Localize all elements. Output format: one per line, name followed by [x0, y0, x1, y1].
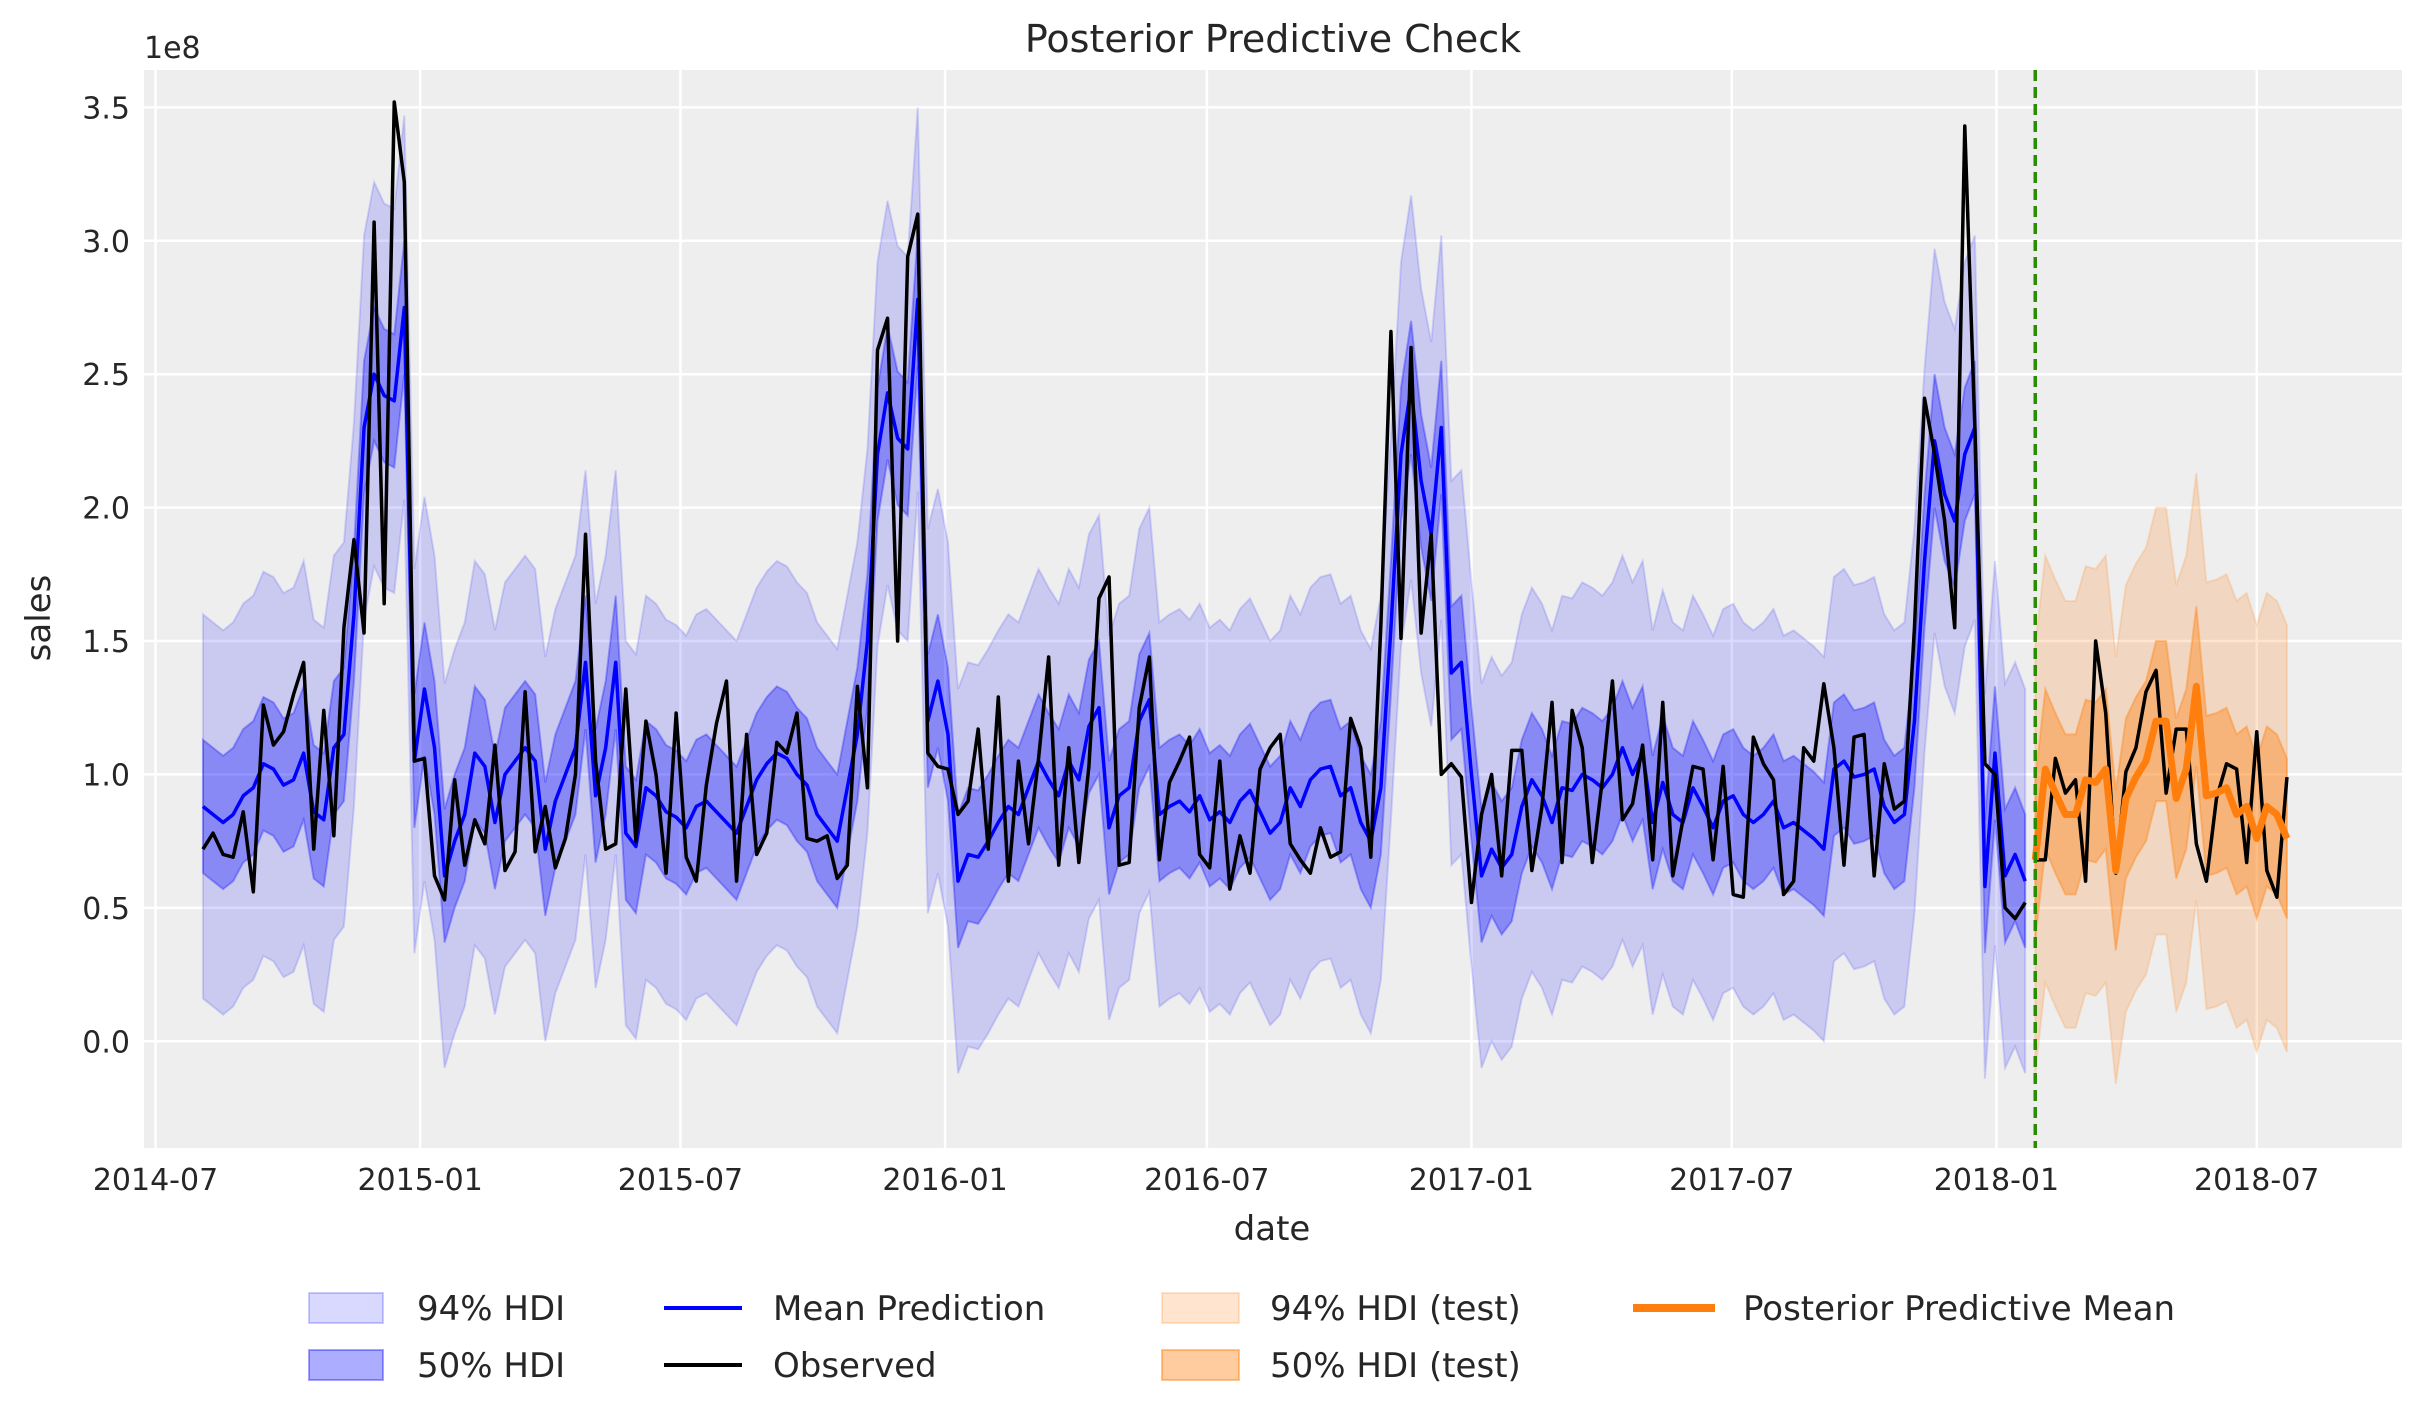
chart-title: Posterior Predictive Check: [1025, 17, 1521, 61]
legend-swatch-hdi-50-test: [1161, 1349, 1240, 1381]
legend-label: 50% HDI (test): [1270, 1346, 1521, 1386]
hdi-bands: [201, 107, 2288, 1085]
legend-item-hdi-94-test: 94% HDI (test): [1161, 1289, 1521, 1329]
y-tick-label: 1.5: [82, 625, 130, 660]
plot-background: [144, 70, 2402, 1148]
x-tick-label: 2015-07: [618, 1163, 743, 1198]
y-tick-label: 2.0: [82, 492, 130, 527]
y-tick-label: 2.5: [82, 358, 130, 393]
legend-label: 94% HDI (test): [1270, 1289, 1521, 1329]
x-tick-label: 2016-01: [882, 1163, 1007, 1198]
y-tick-label: 0.5: [82, 892, 130, 927]
legend-item-hdi-50-test: 50% HDI (test): [1161, 1346, 1521, 1386]
x-axis-label: date: [1234, 1209, 1311, 1249]
y-axis-label: sales: [19, 575, 59, 662]
x-tick-label: 2018-07: [2194, 1163, 2319, 1198]
posterior-predictive-mean-line: [2031, 682, 2291, 874]
series-lines: [201, 70, 2291, 1148]
legend-label: 94% HDI: [417, 1289, 565, 1329]
y-tick-label: 3.5: [82, 91, 130, 126]
legend-swatch-hdi-50: [308, 1349, 384, 1381]
legend-label: Posterior Predictive Mean: [1743, 1289, 2175, 1329]
hdi-50-test-band: [2034, 606, 2288, 951]
legend-swatch-hdi-94: [308, 1292, 384, 1324]
axis-ticks: 0.0 0.5 1.0 1.5 2.0 2.5 3.0 3.5 2014-07 2015-01 20…: [82, 91, 2319, 1198]
legend-item-mean-prediction: Mean Prediction: [664, 1289, 1045, 1329]
x-tick-label: 2017-07: [1669, 1163, 1794, 1198]
observed-line-train: [201, 100, 2027, 921]
legend-item-hdi-50: 50% HDI: [308, 1346, 565, 1386]
legend-item-posterior-predictive-mean: Posterior Predictive Mean: [1633, 1289, 2175, 1329]
y-scale-label: 1e8: [144, 31, 201, 66]
x-tick-label: 2014-07: [93, 1163, 218, 1198]
legend: 94% HDI 50% HDI Mean Prediction Observed…: [308, 1289, 2175, 1386]
legend-swatch-hdi-94-test: [1161, 1292, 1240, 1324]
hdi-94-test-band: [2034, 472, 2288, 1085]
y-tick-label: 0.0: [82, 1025, 130, 1060]
legend-label: Observed: [773, 1346, 937, 1386]
x-tick-label: 2018-01: [1934, 1163, 2059, 1198]
legend-item-observed: Observed: [664, 1346, 937, 1386]
y-tick-label: 3.0: [82, 225, 130, 260]
x-tick-label: 2016-07: [1144, 1163, 1269, 1198]
legend-label: 50% HDI: [417, 1346, 565, 1386]
legend-item-hdi-94: 94% HDI: [308, 1289, 565, 1329]
x-tick-label: 2017-01: [1409, 1163, 1534, 1198]
mean-prediction-line: [201, 297, 2027, 889]
x-tick-label: 2015-01: [357, 1163, 482, 1198]
hdi-94-band: [201, 107, 2027, 1079]
legend-label: Mean Prediction: [773, 1289, 1045, 1329]
y-tick-label: 1.0: [82, 758, 130, 793]
